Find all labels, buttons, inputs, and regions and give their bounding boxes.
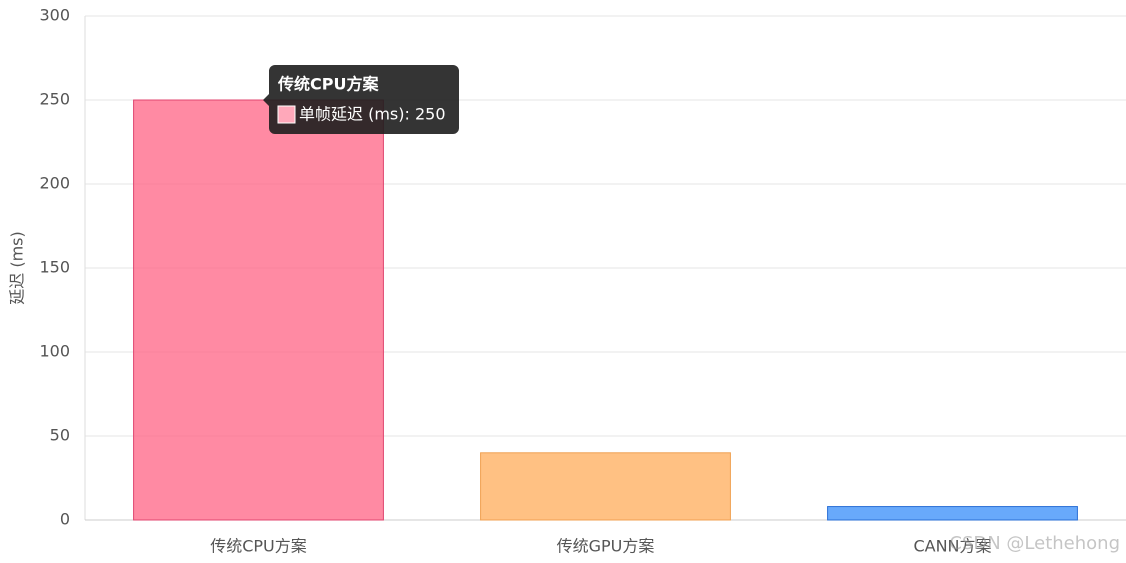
tooltip-label: 单帧延迟 (ms): 250 [299, 105, 446, 124]
tooltip-box [263, 65, 459, 134]
y-tick-label: 250 [39, 90, 70, 109]
x-tick-label: 传统CPU方案 [210, 537, 307, 556]
watermark: CSDN @Lethehong [949, 533, 1120, 554]
y-tick-label: 100 [39, 342, 70, 361]
tooltip-title: 传统CPU方案 [277, 75, 379, 94]
bar [133, 99, 384, 521]
tooltip-swatch [277, 105, 296, 124]
x-tick-label: 传统GPU方案 [557, 537, 655, 556]
y-tick-label: 150 [39, 258, 70, 277]
bar [480, 452, 731, 521]
bar [827, 506, 1078, 521]
y-tick-label: 300 [39, 6, 70, 25]
y-tick-label: 50 [50, 426, 70, 445]
y-tick-label: 200 [39, 174, 70, 193]
x-tick-label: CANN方案 [913, 537, 991, 556]
y-tick-label: 0 [60, 510, 70, 529]
y-axis-label: 延迟 (ms) [8, 231, 27, 305]
